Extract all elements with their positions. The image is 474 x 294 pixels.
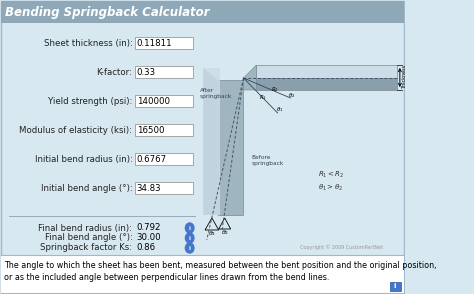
Polygon shape [203, 68, 220, 215]
Text: $R_2$: $R_2$ [271, 86, 279, 94]
Polygon shape [256, 65, 397, 78]
Bar [135, 66, 193, 78]
Polygon shape [244, 65, 256, 90]
Bar [135, 37, 193, 49]
Text: Before
springback: Before springback [251, 155, 283, 166]
Circle shape [185, 223, 194, 233]
Text: 0.6767: 0.6767 [137, 155, 167, 163]
Text: $\theta_1$: $\theta_1$ [208, 229, 216, 238]
Text: Springback factor Ks:: Springback factor Ks: [40, 243, 132, 253]
Bar [135, 124, 193, 136]
Text: Yield strength (psi):: Yield strength (psi): [48, 96, 132, 106]
Text: Initial bend angle (°):: Initial bend angle (°): [41, 183, 132, 193]
Text: Final bend radius (in):: Final bend radius (in): [38, 223, 132, 233]
Polygon shape [203, 68, 218, 215]
Text: $\theta_1 > \theta_2$: $\theta_1 > \theta_2$ [318, 183, 343, 193]
Text: 34.83: 34.83 [137, 183, 161, 193]
Text: 16500: 16500 [137, 126, 164, 134]
Polygon shape [256, 78, 397, 90]
Text: 0.792: 0.792 [137, 223, 161, 233]
Circle shape [185, 233, 194, 243]
Text: Initial bend radius (in):: Initial bend radius (in): [35, 155, 132, 163]
Bar [135, 95, 193, 107]
Text: $\theta_1$: $\theta_1$ [276, 106, 283, 114]
Text: 0.33: 0.33 [137, 68, 156, 76]
Text: Modulus of elasticity (ksi):: Modulus of elasticity (ksi): [19, 126, 132, 134]
Text: i: i [189, 235, 191, 240]
Text: i: i [189, 225, 191, 230]
Text: $\theta_2$: $\theta_2$ [288, 91, 295, 101]
Bar [1, 1, 404, 23]
Bar [1, 255, 404, 293]
Text: 30.00: 30.00 [137, 233, 161, 243]
Text: 140000: 140000 [137, 96, 170, 106]
Text: $R_1 < R_2$: $R_1 < R_2$ [318, 170, 344, 180]
Polygon shape [218, 80, 244, 215]
FancyBboxPatch shape [390, 282, 401, 291]
Bar [135, 153, 193, 165]
Text: $R_1$: $R_1$ [259, 93, 267, 102]
Text: i: i [393, 283, 396, 290]
Text: Copyright © 2009 CustomPartNet: Copyright © 2009 CustomPartNet [300, 244, 383, 250]
Bar [135, 182, 193, 194]
Text: Thickness: Thickness [401, 65, 407, 89]
Text: K-factor:: K-factor: [97, 68, 132, 76]
Text: Final bend angle (°):: Final bend angle (°): [45, 233, 132, 243]
Text: or as the included angle between perpendicular lines drawn from the bend lines.: or as the included angle between perpend… [4, 273, 329, 281]
Text: 0.86: 0.86 [137, 243, 156, 253]
Text: Bending Springback Calculator: Bending Springback Calculator [5, 6, 210, 19]
Text: $\theta_2$: $\theta_2$ [220, 228, 229, 237]
Text: After
springback: After springback [200, 88, 232, 99]
Text: Sheet thickness (in):: Sheet thickness (in): [44, 39, 132, 48]
Text: 0.11811: 0.11811 [137, 39, 173, 48]
Circle shape [185, 243, 194, 253]
Text: The angle to which the sheet has been bent, measured between the bent position a: The angle to which the sheet has been be… [4, 260, 437, 270]
Text: i: i [189, 245, 191, 250]
